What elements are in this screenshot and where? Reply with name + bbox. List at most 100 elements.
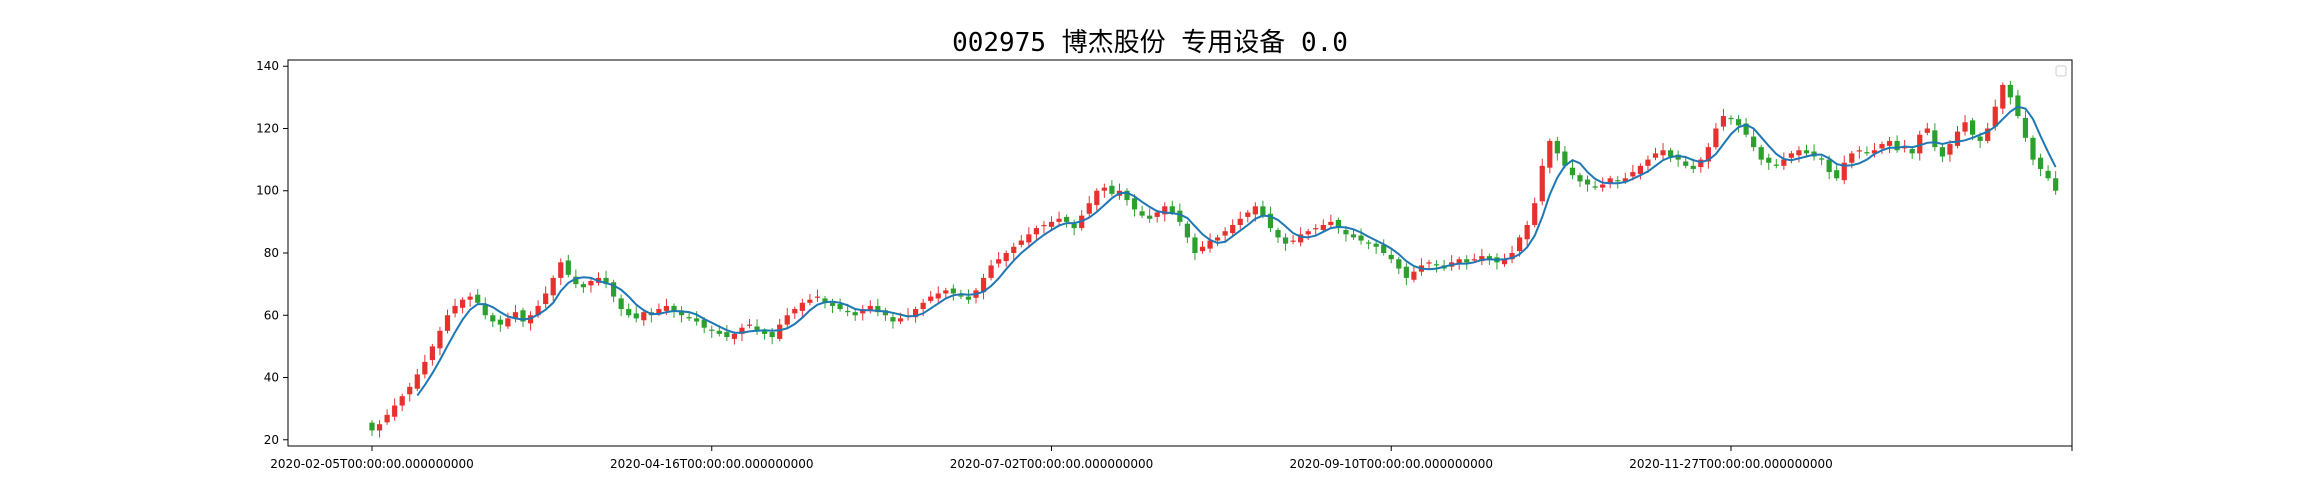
candle-body [1086, 203, 1092, 214]
candle-body [1064, 216, 1070, 222]
candle-body [1592, 186, 1598, 188]
candle-body [897, 318, 904, 322]
candle-body [376, 424, 383, 431]
candle-body [1381, 244, 1387, 253]
candle-body [1237, 218, 1243, 225]
candle-body [1932, 130, 1938, 148]
candle-body [1871, 150, 1878, 154]
candle-body [1834, 170, 1840, 179]
candle-body [1690, 165, 1696, 169]
candle-body [573, 276, 579, 285]
candle-body [792, 309, 798, 314]
x-tick-label: 2020-02-05T00:00:00.000000000 [270, 457, 474, 471]
x-tick-label: 2020-11-27T00:00:00.000000000 [1629, 457, 1833, 471]
candle-body [1366, 242, 1372, 244]
candle-body [1992, 106, 1998, 127]
candle-body [1947, 144, 1953, 155]
candle-body [618, 298, 624, 310]
candle-body [701, 319, 707, 328]
candle-body [1637, 165, 1643, 174]
candle-body [709, 329, 715, 331]
candle-body [1924, 128, 1930, 133]
candle-body [2007, 84, 2013, 98]
candle-body [845, 310, 851, 313]
legend-box [2055, 65, 2067, 77]
candle-body [1230, 224, 1236, 234]
candle-body [1584, 179, 1591, 185]
candle-body [580, 284, 586, 288]
y-tick-label: 20 [264, 433, 279, 447]
candle-body [1131, 198, 1138, 210]
candle-body [1411, 271, 1417, 280]
candles-group [369, 80, 2059, 438]
candle-body [1788, 153, 1794, 158]
x-tick-label: 2020-04-16T00:00:00.000000000 [610, 457, 814, 471]
candle-body [1260, 206, 1266, 216]
candle-body [1373, 243, 1379, 247]
candle-body [1728, 117, 1734, 120]
candle-body [852, 312, 858, 316]
candle-body [1486, 256, 1492, 260]
candle-body [965, 296, 972, 300]
candle-body [739, 327, 745, 334]
candle-body [1509, 253, 1515, 260]
candle-body [656, 309, 662, 314]
candle-body [890, 317, 896, 322]
candle-body [754, 326, 760, 331]
y-tick-label: 100 [256, 184, 279, 198]
candle-body [1766, 157, 1772, 163]
candle-body [867, 305, 873, 311]
candle-body [1403, 266, 1409, 278]
candle-body [1668, 150, 1674, 157]
candle-body [1796, 150, 1802, 156]
candle-body [1101, 187, 1107, 191]
candle-body [1094, 190, 1100, 206]
candle-body [633, 313, 639, 319]
candle-body [1743, 123, 1749, 135]
candle-body [475, 294, 481, 303]
candle-body [980, 277, 987, 293]
candle-body [799, 302, 805, 311]
candle-body [769, 332, 775, 338]
candle-body [1720, 116, 1727, 127]
candle-body [429, 346, 435, 361]
candle-body [452, 305, 458, 314]
candle-body [1735, 119, 1742, 126]
candle-body [1162, 206, 1168, 215]
candle-body [626, 309, 632, 316]
candle-body [1683, 161, 1689, 166]
candle-body [943, 290, 949, 294]
candle-body [422, 361, 428, 375]
candle-body [505, 318, 511, 327]
candle-body [663, 305, 670, 311]
candle-body [490, 315, 496, 322]
candle-body [1501, 259, 1508, 265]
candle-body [1396, 259, 1402, 269]
candle-body [807, 299, 813, 303]
candle-body [1539, 165, 1545, 202]
candle-body [512, 312, 519, 319]
candle-body [550, 277, 556, 296]
candle-body [1864, 152, 1870, 154]
candle-body [1985, 128, 1991, 141]
candle-body [641, 312, 647, 321]
candle-body [1713, 128, 1719, 148]
y-axis: 20 40 60 80 100 120 140 [256, 59, 288, 447]
x-tick-label: 2020-09-10T00:00:00.000000000 [1290, 457, 1494, 471]
candle-body [814, 296, 821, 298]
candle-body [1652, 153, 1659, 158]
candle-body [384, 414, 390, 423]
candle-body [1192, 237, 1198, 253]
candle-body [392, 405, 398, 417]
candle-body [414, 374, 420, 389]
candle-body [1577, 175, 1583, 182]
candle-body [1977, 136, 1983, 141]
candle-body [958, 295, 964, 297]
candle-body [1917, 134, 1923, 154]
candle-body [1215, 237, 1221, 241]
candle-body [913, 309, 919, 318]
candle-body [1139, 211, 1145, 216]
candle-body [1879, 144, 1885, 149]
candle-body [1290, 240, 1296, 242]
chart-title: 002975 博杰股份 专用设备 0.0 [952, 28, 1348, 58]
